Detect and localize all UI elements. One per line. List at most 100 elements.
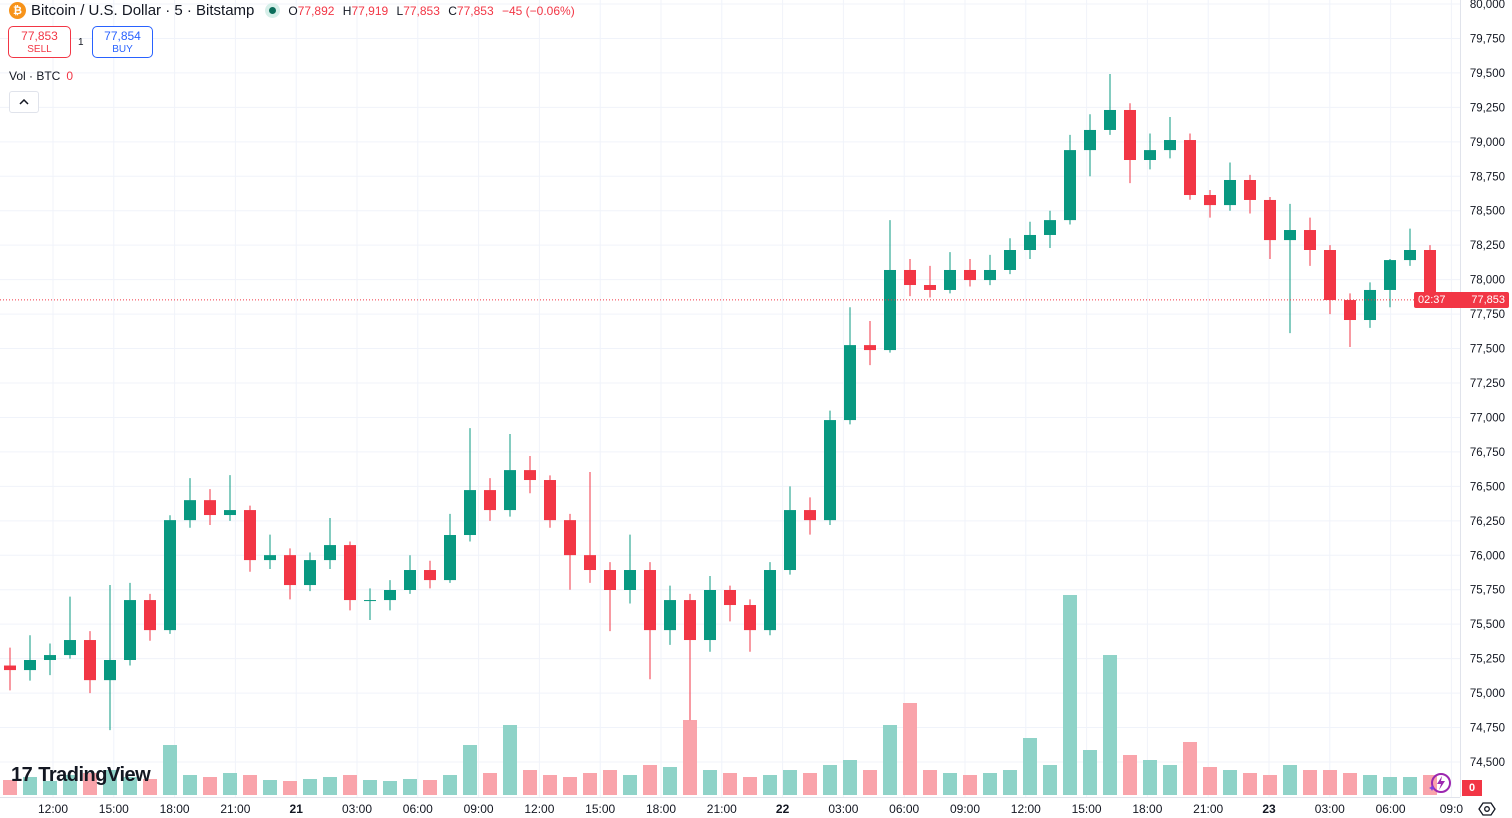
collapse-legend-button[interactable] xyxy=(9,91,39,113)
buy-button[interactable]: 77,854 BUY xyxy=(92,26,153,58)
volume-bar xyxy=(83,773,97,795)
candle-body xyxy=(284,555,296,586)
price-tick-label: 79,000 xyxy=(1470,137,1505,149)
volume-bar xyxy=(543,775,557,795)
candle-body xyxy=(464,490,476,536)
volume-bar xyxy=(63,775,77,795)
time-tick-label: 21:00 xyxy=(1193,802,1223,816)
volume-bar xyxy=(943,773,957,795)
volume-bar xyxy=(463,745,477,795)
change-value: −45 (−0.06%) xyxy=(501,3,575,18)
price-tick-label: 76,250 xyxy=(1470,516,1505,528)
candle-body xyxy=(1104,109,1116,130)
tradingview-logo[interactable]: 17 TradingView xyxy=(11,764,151,787)
sell-button[interactable]: 77,853 SELL xyxy=(8,26,71,58)
candle-body xyxy=(524,470,536,481)
candle-body xyxy=(1344,300,1356,321)
price-tick-label: 80,000 xyxy=(1470,0,1505,11)
volume-bar xyxy=(1383,777,1397,795)
volume-bar xyxy=(163,745,177,795)
time-axis[interactable]: 12:00 15:00 18:00 21:00 21 03:00 06:00 09:00 12:… xyxy=(38,802,1463,816)
volume-legend[interactable]: Vol · BTC 0 xyxy=(9,69,73,83)
lightning-icon[interactable] xyxy=(1428,771,1452,795)
candle-body xyxy=(1204,195,1216,206)
price-tick-label: 77,750 xyxy=(1470,309,1505,321)
volume-bar xyxy=(683,720,697,795)
volume-bar xyxy=(383,781,397,795)
volume-bar xyxy=(343,775,357,795)
volume-bar xyxy=(603,770,617,795)
time-tick-label: 03:00 xyxy=(828,802,858,816)
candle-body xyxy=(384,590,396,601)
volume-bar xyxy=(923,770,937,795)
volume-bar xyxy=(523,770,537,795)
price-tick-label: 75,250 xyxy=(1470,654,1505,666)
settings-icon[interactable] xyxy=(1478,800,1496,818)
volume-bar xyxy=(883,725,897,795)
symbol-legend[interactable]: ₿ Bitcoin / U.S. Dollar · 5 · Bitstamp O… xyxy=(9,2,580,19)
price-tick-label: 76,000 xyxy=(1470,550,1505,562)
candlesticks xyxy=(4,74,1436,731)
candle-body xyxy=(44,655,56,661)
candle-body xyxy=(644,570,656,631)
volume-bar xyxy=(1363,775,1377,795)
market-status-icon[interactable] xyxy=(265,3,281,18)
time-tick-label: 12:00 xyxy=(38,802,68,816)
volume-bar xyxy=(143,779,157,795)
volume-bar xyxy=(1163,765,1177,795)
candle-body xyxy=(1164,140,1176,151)
time-tick-label: 22 xyxy=(776,802,790,816)
price-axis[interactable]: 80,000 79,750 79,500 79,250 79,000 78,750 78,5… xyxy=(1470,0,1505,769)
price-tick-label: 78,250 xyxy=(1470,240,1505,252)
volume-bar xyxy=(1223,770,1237,795)
candle-body xyxy=(1404,250,1416,261)
volume-bar xyxy=(1323,770,1337,795)
candle-body xyxy=(324,545,336,561)
candle-body xyxy=(264,555,276,561)
candle-body xyxy=(304,560,316,586)
price-tick-label: 77,500 xyxy=(1470,344,1505,356)
sell-label: SELL xyxy=(27,44,52,55)
candle-body xyxy=(724,590,736,606)
candle-body xyxy=(864,345,876,351)
candle-body xyxy=(364,600,376,602)
volume-bar xyxy=(1023,738,1037,795)
time-tick-label: 06:00 xyxy=(403,802,433,816)
volume-bar xyxy=(1143,760,1157,795)
time-tick-label: 09:00 xyxy=(950,802,980,816)
candle-body xyxy=(404,570,416,591)
symbol-title[interactable]: Bitcoin / U.S. Dollar · 5 · Bitstamp xyxy=(31,2,255,19)
volume-bar xyxy=(243,775,257,795)
candle-body xyxy=(124,600,136,661)
candle-body xyxy=(604,570,616,591)
volume-bar xyxy=(1043,765,1057,795)
volume-bar xyxy=(843,760,857,795)
volume-bar xyxy=(903,703,917,795)
sell-price: 77,853 xyxy=(21,29,58,43)
candle-body xyxy=(684,600,696,641)
volume-bar xyxy=(1103,655,1117,795)
volume-bar xyxy=(643,765,657,795)
time-tick-label: 06:00 xyxy=(1376,802,1406,816)
candle-body xyxy=(904,269,916,286)
tradingview-wordmark: TradingView xyxy=(38,764,151,786)
ohlc-values: O77,892 H77,919 L77,853 C77,853 −45 (−0.… xyxy=(288,3,575,18)
volume-bar xyxy=(123,777,137,795)
buy-price: 77,854 xyxy=(104,29,141,43)
price-tick-label: 75,500 xyxy=(1470,619,1505,631)
candle-body xyxy=(504,470,516,511)
candle-body xyxy=(984,269,996,281)
candle-body xyxy=(204,500,216,516)
volume-bar xyxy=(1403,777,1417,795)
bar-countdown: 02:37 xyxy=(1418,294,1446,306)
candle-body xyxy=(1244,179,1256,200)
volume-bar xyxy=(1303,770,1317,795)
candle-body xyxy=(1064,150,1076,221)
volume-bar xyxy=(763,775,777,795)
volume-bar xyxy=(443,775,457,795)
candle-body xyxy=(1304,230,1316,251)
candle-body xyxy=(1284,230,1296,241)
volume-bar xyxy=(303,779,317,795)
volume-bar xyxy=(263,780,277,795)
